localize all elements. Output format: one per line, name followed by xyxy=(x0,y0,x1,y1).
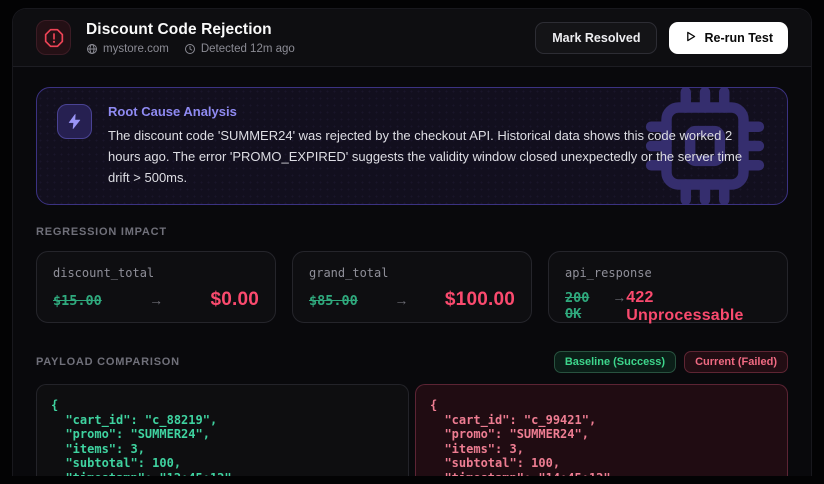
header-bar: Discount Code Rejection mystore.com xyxy=(13,9,811,67)
site-meta: mystore.com xyxy=(86,43,169,55)
play-icon xyxy=(684,30,697,46)
current-failed-badge[interactable]: Current (Failed) xyxy=(684,351,788,373)
lightning-bolt-icon xyxy=(57,104,92,139)
payload-legend: Baseline (Success) Current (Failed) xyxy=(553,351,788,373)
metric-label: grand_total xyxy=(309,266,389,280)
root-cause-card: Root Cause Analysis The discount code 'S… xyxy=(36,87,788,205)
alert-octagon-icon xyxy=(36,20,71,55)
detected-meta: Detected 12m ago xyxy=(184,43,295,55)
payload-comparison: { "cart_id": "c_88219", "promo": "SUMMER… xyxy=(36,384,788,476)
globe-icon xyxy=(86,43,98,55)
baseline-success-badge[interactable]: Baseline (Success) xyxy=(553,351,677,373)
mark-resolved-button[interactable]: Mark Resolved xyxy=(535,21,658,54)
arrow-right-icon: → xyxy=(149,292,164,308)
page-title: Discount Code Rejection xyxy=(86,20,272,38)
rerun-test-label: Re-run Test xyxy=(704,30,773,45)
metric-after-value: 422 Unprocessable xyxy=(626,289,744,324)
payload-comparison-title: PAYLOAD COMPARISON xyxy=(36,356,180,368)
alert-detail-window: Discount Code Rejection mystore.com xyxy=(12,8,812,476)
metric-before-value: 200 OK xyxy=(565,290,590,322)
metric-before-value: $15.00 xyxy=(53,293,102,309)
metric-before-value: $85.00 xyxy=(309,293,358,309)
root-cause-title: Root Cause Analysis xyxy=(108,104,237,119)
metric-after-value: $0.00 xyxy=(210,289,259,310)
arrow-right-icon: → xyxy=(612,289,627,305)
metric-card-discount-total: discount_total $15.00 → $0.00 xyxy=(36,251,276,323)
clock-icon xyxy=(184,43,196,55)
baseline-payload-code: { "cart_id": "c_88219", "promo": "SUMMER… xyxy=(36,384,409,476)
rerun-test-button[interactable]: Re-run Test xyxy=(669,21,788,54)
metric-label: discount_total xyxy=(53,266,155,280)
root-cause-body: The discount code 'SUMMER24' was rejecte… xyxy=(108,128,743,185)
cpu-chip-icon xyxy=(645,88,765,204)
current-payload-code: { "cart_id": "c_99421", "promo": "SUMMER… xyxy=(415,384,788,476)
metric-card-grand-total: grand_total $85.00 → $100.00 xyxy=(292,251,532,323)
regression-impact-title: REGRESSION IMPACT xyxy=(36,226,167,238)
header-title-group: Discount Code Rejection mystore.com xyxy=(36,20,295,55)
metric-label: api_response xyxy=(565,266,652,280)
payload-comparison-header: PAYLOAD COMPARISON Baseline (Success) Cu… xyxy=(36,351,788,373)
site-label: mystore.com xyxy=(103,42,169,55)
root-cause-text: Root Cause Analysis The discount code 'S… xyxy=(108,104,767,188)
metric-card-api-response: api_response 200 OK → 422 Unprocessable xyxy=(548,251,788,324)
arrow-right-icon: → xyxy=(394,292,409,308)
alert-meta: mystore.com Detected 12m ago xyxy=(86,43,295,55)
main-content: Root Cause Analysis The discount code 'S… xyxy=(13,67,811,476)
header-actions: Mark Resolved Re-run Test xyxy=(535,21,788,54)
regression-metrics: discount_total $15.00 → $0.00 grand_tota… xyxy=(36,251,788,324)
metric-after-value: $100.00 xyxy=(444,289,515,310)
detected-label: Detected 12m ago xyxy=(200,42,295,55)
